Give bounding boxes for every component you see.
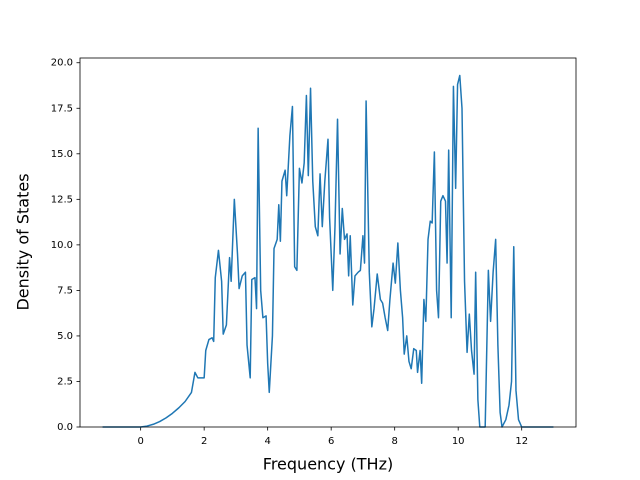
x-tick-label: 8 xyxy=(391,436,397,447)
line-series xyxy=(102,74,554,428)
x-tick-label: 0 xyxy=(137,436,143,447)
x-tick-label: 10 xyxy=(452,436,465,447)
y-tick-label: 20.0 xyxy=(51,58,73,69)
x-axis-label: Frequency (THz) xyxy=(263,455,393,474)
y-axis-label: Density of States xyxy=(14,173,33,310)
y-tick-label: 12.5 xyxy=(51,194,73,205)
x-tick-label: 12 xyxy=(515,436,528,447)
x-tick-label: 4 xyxy=(264,436,270,447)
x-tick-label: 6 xyxy=(328,436,334,447)
y-tick-label: 5.0 xyxy=(57,331,73,342)
y-tick-label: 17.5 xyxy=(51,103,73,114)
y-tick-label: 15.0 xyxy=(51,149,73,160)
y-tick-label: 10.0 xyxy=(51,240,73,251)
y-tick-label: 2.5 xyxy=(57,376,73,387)
y-tick-label: 7.5 xyxy=(57,285,73,296)
plot-frame xyxy=(79,57,577,428)
y-tick-label: 0.0 xyxy=(57,422,73,433)
x-tick-label: 2 xyxy=(201,436,207,447)
